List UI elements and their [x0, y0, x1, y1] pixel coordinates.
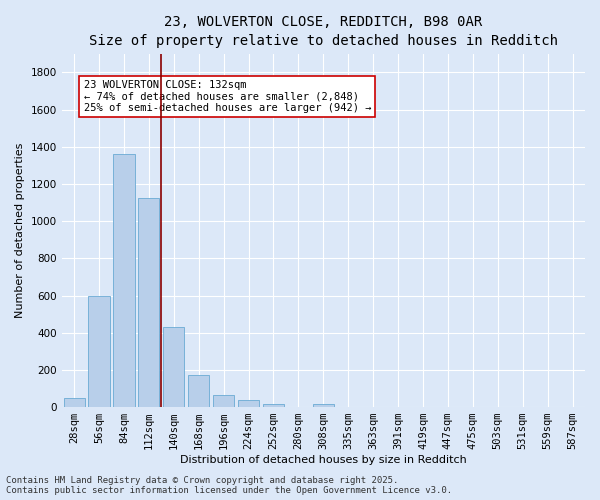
- Text: Contains HM Land Registry data © Crown copyright and database right 2025.
Contai: Contains HM Land Registry data © Crown c…: [6, 476, 452, 495]
- X-axis label: Distribution of detached houses by size in Redditch: Distribution of detached houses by size …: [180, 455, 467, 465]
- Bar: [163, 327, 184, 407]
- Bar: [313, 404, 334, 407]
- Bar: [113, 154, 134, 407]
- Bar: [263, 404, 284, 407]
- Text: 23 WOLVERTON CLOSE: 132sqm
← 74% of detached houses are smaller (2,848)
25% of s: 23 WOLVERTON CLOSE: 132sqm ← 74% of deta…: [83, 80, 371, 113]
- Bar: [88, 296, 110, 407]
- Y-axis label: Number of detached properties: Number of detached properties: [15, 143, 25, 318]
- Bar: [64, 398, 85, 407]
- Bar: [238, 400, 259, 407]
- Bar: [138, 198, 160, 407]
- Bar: [188, 376, 209, 407]
- Title: 23, WOLVERTON CLOSE, REDDITCH, B98 0AR
Size of property relative to detached hou: 23, WOLVERTON CLOSE, REDDITCH, B98 0AR S…: [89, 15, 558, 48]
- Bar: [213, 395, 234, 407]
